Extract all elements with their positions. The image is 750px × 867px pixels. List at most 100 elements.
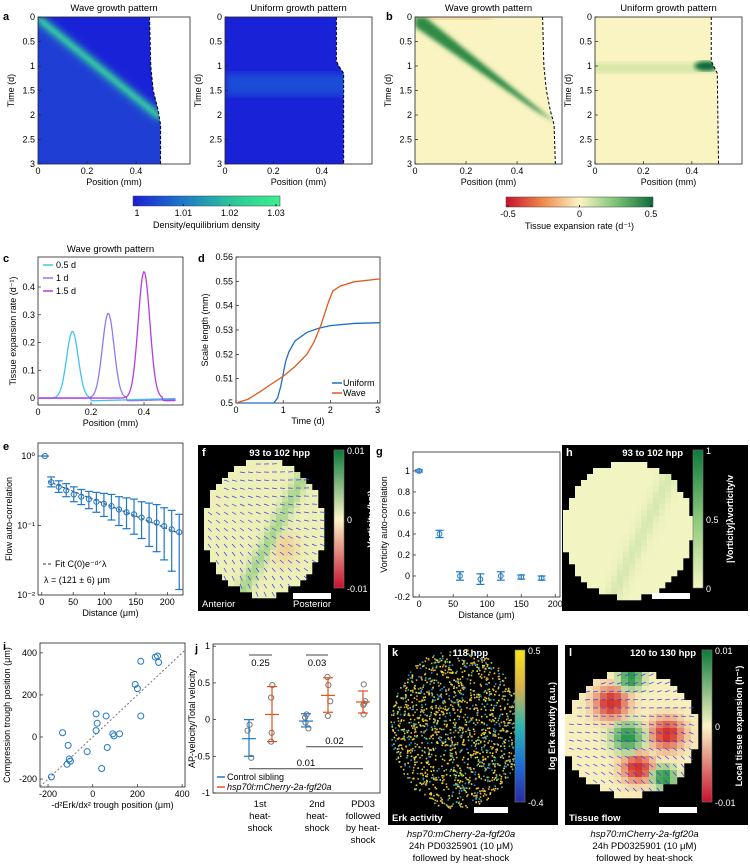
cell-dot xyxy=(399,751,402,754)
cell-dot xyxy=(414,742,416,745)
heatmap-region xyxy=(38,17,161,164)
cell-dot xyxy=(478,775,480,778)
map-cell xyxy=(264,574,271,581)
cell-dot xyxy=(499,756,502,759)
cell-dot xyxy=(474,663,476,665)
cell-dot xyxy=(484,699,487,702)
cell-dot xyxy=(442,707,445,710)
map-cell xyxy=(234,466,241,473)
x-tick-label: 0.4 xyxy=(138,407,151,417)
cell-dot xyxy=(431,693,434,696)
cell-dot xyxy=(432,777,435,780)
cell-dot xyxy=(466,701,468,704)
cell-dot xyxy=(430,726,433,729)
map-cell xyxy=(593,522,600,529)
cell-dot xyxy=(432,686,434,689)
data-point xyxy=(103,743,111,751)
x-tick-label: 100 xyxy=(480,599,495,609)
map-cell xyxy=(607,728,615,736)
cell-dot xyxy=(512,713,514,715)
cell-dot xyxy=(461,671,464,673)
cell-dot xyxy=(486,735,489,738)
map-cell xyxy=(649,742,657,750)
cell-dot xyxy=(445,709,448,712)
map-cell xyxy=(258,460,265,467)
cell-dot xyxy=(401,696,404,699)
cell-dot xyxy=(437,698,439,701)
cell-dot xyxy=(465,791,468,793)
map-cell xyxy=(635,756,643,764)
cell-dot xyxy=(437,707,440,709)
map-cell xyxy=(617,510,624,517)
flow-arrow xyxy=(584,755,590,759)
cell-dot xyxy=(441,744,444,747)
cell-dot xyxy=(411,738,414,741)
map-cell xyxy=(569,498,576,505)
y-tick-label: 2.5 xyxy=(22,135,35,145)
cell-dot xyxy=(459,689,462,692)
map-cell xyxy=(318,532,325,539)
map-cell xyxy=(691,735,699,743)
cell-dot xyxy=(446,671,449,674)
cell-dot xyxy=(461,748,463,751)
map-cell xyxy=(276,568,283,575)
map-cell xyxy=(617,588,624,595)
map-cell xyxy=(611,468,618,475)
cell-dot xyxy=(484,790,486,793)
map-cell xyxy=(294,478,301,485)
map-cell xyxy=(204,526,211,533)
cell-dot xyxy=(425,775,427,777)
map-cell xyxy=(575,486,582,493)
cell-dot xyxy=(462,741,464,744)
flow-arrow xyxy=(239,471,245,474)
cell-dot xyxy=(393,736,396,739)
map-cell xyxy=(621,714,629,722)
data-point xyxy=(85,495,92,503)
caption-line: 24h PD0325901 (10 μM) xyxy=(409,841,513,852)
map-cell xyxy=(252,592,259,599)
map-cell xyxy=(282,520,289,527)
cell-dot xyxy=(429,797,431,799)
map-cell xyxy=(629,576,636,583)
cell-dot xyxy=(476,653,479,656)
cell-dot xyxy=(496,779,498,781)
cell-dot xyxy=(473,752,475,755)
cell-dot xyxy=(412,706,414,708)
cell-dot xyxy=(462,660,465,662)
cell-dot xyxy=(488,786,491,788)
map-cell xyxy=(614,693,622,701)
data-point xyxy=(324,712,331,720)
flow-arrow xyxy=(576,747,582,750)
cell-dot xyxy=(420,725,422,727)
map-cell xyxy=(659,510,666,517)
cell-dot xyxy=(456,764,459,767)
y-tick-label: 0.5 xyxy=(22,37,35,47)
map-cell xyxy=(234,568,241,575)
map-cell xyxy=(659,492,666,499)
map-cell xyxy=(581,534,588,541)
map-cell xyxy=(228,508,235,515)
p-value-label: 0.02 xyxy=(325,736,344,747)
cell-dot xyxy=(392,710,395,712)
cell-dot xyxy=(474,797,477,799)
axes-box xyxy=(212,643,381,794)
flow-arrow xyxy=(279,503,285,506)
cell-dot xyxy=(394,747,397,749)
map-cell xyxy=(623,528,630,535)
cell-dot xyxy=(468,674,470,677)
cell-dot xyxy=(424,730,427,732)
cell-dot xyxy=(451,748,454,750)
flow-arrow xyxy=(592,771,598,775)
cell-dot xyxy=(494,717,497,720)
map-cell xyxy=(282,484,289,491)
cell-dot xyxy=(475,787,478,790)
flow-arrow xyxy=(231,535,236,540)
cell-dot xyxy=(434,661,437,664)
cell-dot xyxy=(472,662,474,664)
flow-arrow xyxy=(271,503,277,506)
cell-dot xyxy=(426,775,428,778)
x-tick-label: 0.4 xyxy=(511,166,524,176)
x-axis-label: Time (d) xyxy=(291,416,324,426)
map-cell xyxy=(276,562,283,569)
map-cell xyxy=(270,592,277,599)
